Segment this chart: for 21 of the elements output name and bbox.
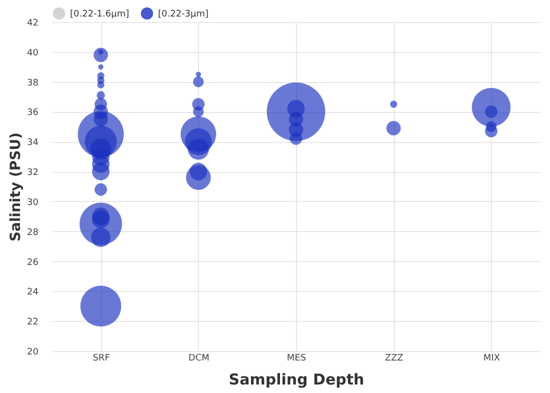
x-tick-label: ZZZ <box>384 354 404 364</box>
y-tick-label: 38 <box>27 78 39 88</box>
y-tick-label: 24 <box>27 288 39 298</box>
y-tick-label: 36 <box>27 108 39 118</box>
x-tick-label: DCM <box>188 354 210 364</box>
y-tick-label: 34 <box>27 138 39 148</box>
y-tick-label: 22 <box>27 318 38 328</box>
y-axis-title: Salinity (PSU) <box>8 132 24 242</box>
legend-label: [0.22-3μm] <box>158 9 209 20</box>
y-tick-label: 28 <box>27 228 39 238</box>
x-tick-label: MIX <box>483 354 500 364</box>
x-tick-label: SRF <box>92 354 110 364</box>
y-tick-label: 40 <box>27 48 39 58</box>
x-axis-title: Sampling Depth <box>228 370 364 388</box>
y-tick-label: 20 <box>27 348 39 358</box>
y-tick-label: 32 <box>27 168 38 178</box>
legend-label: [0.22-1.6μm] <box>70 9 130 20</box>
x-tick-label: MES <box>286 354 306 364</box>
y-tick-label: 30 <box>27 198 39 208</box>
y-tick-label: 26 <box>27 258 39 268</box>
y-tick-label: 42 <box>27 18 38 28</box>
